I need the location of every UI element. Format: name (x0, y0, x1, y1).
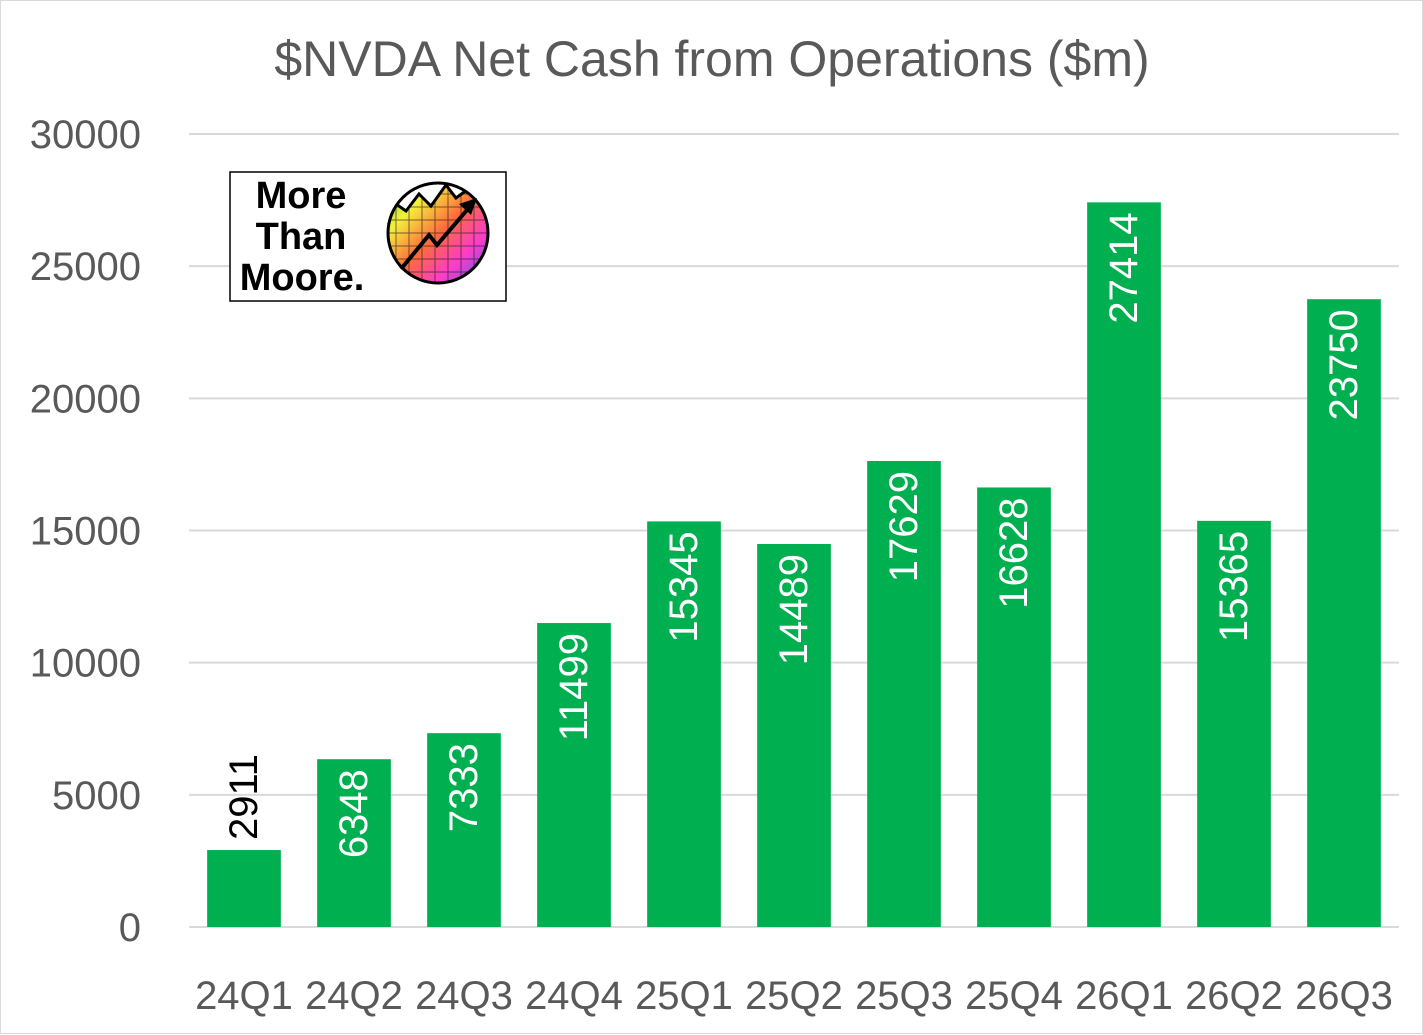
bar (867, 461, 941, 927)
data-label: 7333 (442, 743, 486, 832)
y-tick-label: 25000 (30, 245, 141, 289)
bar (1197, 520, 1271, 927)
bar (427, 733, 501, 927)
data-label: 11499 (552, 633, 596, 741)
y-tick-label: 0 (119, 906, 141, 950)
data-label: 6348 (332, 769, 376, 858)
bar (757, 544, 831, 927)
x-tick-label: 25Q3 (855, 974, 953, 1018)
data-label: 17629 (882, 471, 926, 582)
logo-line-1: More (256, 175, 347, 217)
data-label: 2911 (222, 754, 266, 840)
x-tick-label: 24Q1 (195, 974, 293, 1018)
bar (317, 759, 391, 927)
x-tick-label: 26Q1 (1075, 974, 1173, 1018)
y-tick-label: 30000 (30, 113, 141, 157)
data-label: 16628 (992, 497, 1036, 608)
chart-title: $NVDA Net Cash from Operations ($m) (274, 31, 1149, 87)
bar (647, 521, 721, 927)
x-tick-label: 24Q3 (415, 974, 513, 1018)
bar (1307, 299, 1381, 927)
logo: More Than Moore. (229, 171, 507, 302)
x-tick-label: 26Q2 (1185, 974, 1283, 1018)
data-label: 15365 (1212, 531, 1256, 642)
x-tick-label: 24Q4 (525, 974, 623, 1018)
x-tick-label: 26Q3 (1295, 974, 1393, 1018)
y-tick-label: 20000 (30, 377, 141, 421)
data-label: 15345 (662, 531, 706, 642)
x-tick-label: 24Q2 (305, 974, 403, 1018)
x-tick-label: 25Q4 (965, 974, 1063, 1018)
data-label: 14489 (772, 554, 816, 665)
x-tick-label: 25Q1 (635, 974, 733, 1018)
x-tick-label: 25Q2 (745, 974, 843, 1018)
logo-line-2: Than (256, 216, 347, 258)
bar (1087, 202, 1161, 928)
bar-series (207, 202, 1381, 928)
bar (537, 623, 611, 927)
x-axis: 24Q1 24Q2 24Q3 24Q4 25Q1 25Q2 25Q3 25Q4 26Q1 26Q2… (195, 974, 1393, 1018)
y-tick-label: 5000 (52, 774, 141, 818)
y-tick-label: 15000 (30, 510, 141, 554)
data-label: 23750 (1322, 309, 1366, 420)
logo-line-3: Moore. (240, 257, 365, 299)
data-label: 27414 (1102, 212, 1146, 323)
bar (207, 850, 281, 927)
bar (977, 487, 1051, 927)
y-axis: 0 5000 10000 15000 20000 25000 30000 (30, 113, 141, 950)
y-tick-label: 10000 (30, 642, 141, 686)
data-labels: 2911 6348 7333 11499 15345 14489 17629 16628 274… (222, 212, 1366, 858)
